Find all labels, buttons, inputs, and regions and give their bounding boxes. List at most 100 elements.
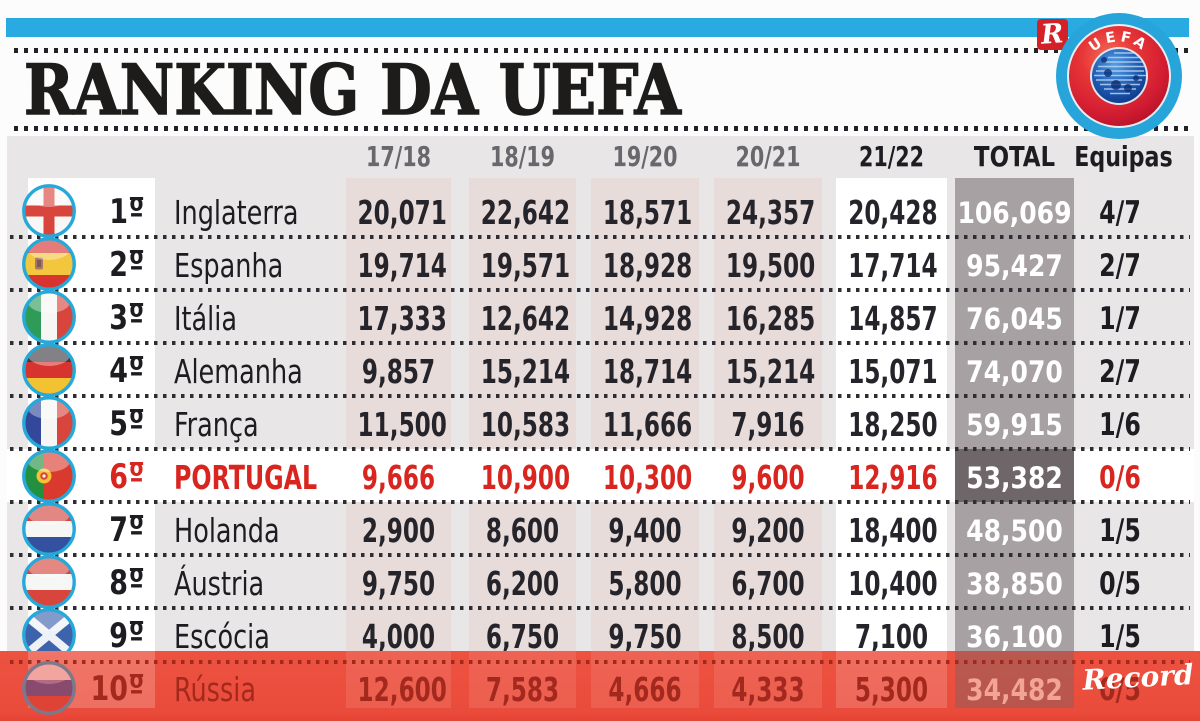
total-column-strip — [955, 178, 1074, 708]
table-row: 7º Holanda 2,900 8,600 9,400 9,200 18,40… — [0, 502, 1200, 556]
rank-cell: 10º — [90, 669, 144, 709]
equipas-cell: 1/7 — [1099, 301, 1141, 337]
portugal-total-cell — [955, 449, 1074, 502]
total-cell: 48,500 — [966, 514, 1063, 548]
equipas-cell: 1/5 — [1099, 513, 1141, 549]
season-value-cell: 16,285 — [725, 299, 816, 338]
season-value-cell: 11,500 — [357, 405, 447, 444]
country-flag-icon — [22, 290, 76, 344]
rank-cell: 2º — [109, 245, 144, 285]
season-value-cell: 19,571 — [480, 246, 571, 285]
table-row: 6º PORTUGAL 9,666 10,900 10,300 9,600 12… — [0, 449, 1200, 503]
row-separator — [10, 499, 1190, 504]
page-title: RANKING DA UEFA — [23, 50, 681, 131]
top-accent-bar — [6, 18, 1189, 37]
country-flag-icon — [22, 343, 76, 397]
season-value-cell: 9,750 — [361, 564, 436, 603]
season-value-cell: 9,666 — [361, 458, 436, 497]
season-value-cell: 12,642 — [480, 299, 571, 338]
season-value-cell: 8,500 — [731, 617, 805, 656]
season-value-cell: 9,400 — [608, 511, 682, 550]
row-separator — [10, 287, 1190, 292]
total-cell: 53,382 — [966, 461, 1063, 495]
uefa-logo: UEFA — [1056, 13, 1182, 139]
rank-cell: 5º — [109, 404, 144, 444]
england-flag-icon — [22, 184, 76, 238]
season-value-cell: 15,071 — [848, 352, 938, 391]
table-row: 8º Áustria 9,750 6,200 5,800 6,700 10,40… — [0, 555, 1200, 609]
total-cell: 59,915 — [966, 408, 1063, 442]
season-value-cell: 4,333 — [731, 670, 805, 709]
season-value-cell: 7,100 — [854, 617, 929, 656]
table-row: 2º Espanha 19,714 19,571 18,928 19,500 1… — [0, 237, 1200, 291]
season-value-cell: 14,928 — [602, 299, 693, 338]
season-value-cell: 6,700 — [731, 564, 805, 603]
row-separator — [10, 340, 1190, 345]
table-row: 5º França 11,500 10,583 11,666 7,916 18,… — [0, 396, 1200, 450]
country-cell: Escócia — [174, 617, 270, 656]
country-cell: Rússia — [174, 670, 256, 709]
rank-cell: 3º — [109, 298, 144, 338]
season-value-cell: 15,214 — [480, 352, 571, 391]
germany-flag-icon — [22, 343, 76, 397]
total-cell: 74,070 — [966, 355, 1063, 389]
table-row: 10º Rússia 12,600 7,583 4,666 4,333 5,30… — [0, 661, 1200, 715]
season-value-cell: 18,714 — [602, 352, 693, 391]
column-header-total: TOTAL — [973, 140, 1056, 173]
row-separator — [10, 234, 1190, 239]
equipas-cell: 4/7 — [1099, 195, 1141, 231]
record-logo-script-text: Record — [1081, 658, 1194, 697]
equipas-cell: 1/6 — [1099, 407, 1141, 443]
season-value-cell: 9,857 — [361, 352, 436, 391]
equipas-cell: 0/5 — [1099, 672, 1141, 708]
equipas-cell: 0/5 — [1099, 566, 1141, 602]
current-season-column-strip — [836, 178, 947, 708]
equipas-cell: 1/5 — [1099, 619, 1141, 655]
season-value-cell: 19,714 — [357, 246, 447, 285]
total-cell: 34,482 — [966, 673, 1063, 707]
season-value-cell: 22,642 — [480, 193, 571, 232]
season-value-cell: 10,400 — [848, 564, 938, 603]
country-flag-icon — [22, 184, 76, 238]
season-value-cell: 6,200 — [485, 564, 560, 603]
country-flag-icon — [22, 449, 76, 503]
total-cell: 36,100 — [966, 620, 1063, 654]
table-row: 1º Inglaterra 20,071 22,642 18,571 24,35… — [0, 184, 1200, 238]
season-value-cell: 4,666 — [608, 670, 682, 709]
country-cell: Holanda — [174, 511, 280, 550]
table-row: 3º Itália 17,333 12,642 14,928 16,285 14… — [0, 290, 1200, 344]
record-logo-script: Record — [1081, 658, 1194, 697]
season-value-cell: 9,200 — [731, 511, 805, 550]
season-value-cell: 9,750 — [608, 617, 682, 656]
country-cell: França — [174, 405, 259, 444]
country-flag-icon — [22, 237, 76, 291]
portugal-flag-icon — [22, 449, 76, 503]
dotted-rule-top — [14, 48, 1190, 53]
spain-flag-icon — [22, 237, 76, 291]
season-value-cell: 10,900 — [480, 458, 571, 497]
row-separator — [10, 446, 1190, 451]
season-value-cell: 5,300 — [854, 670, 929, 709]
season-value-cell: 18,571 — [602, 193, 693, 232]
equipas-cell: 0/6 — [1099, 460, 1141, 496]
record-logo-mark: R — [1037, 18, 1068, 51]
band-row-separator — [10, 660, 1190, 664]
season-value-cell: 24,357 — [725, 193, 816, 232]
table-row: 4º Alemanha 9,857 15,214 18,714 15,214 1… — [0, 343, 1200, 397]
table-row: 9º Escócia 4,000 6,750 9,750 8,500 7,100… — [0, 608, 1200, 662]
total-cell: 76,045 — [966, 302, 1063, 336]
total-cell: 106,069 — [957, 196, 1072, 230]
austria-flag-icon — [22, 555, 76, 609]
column-header-season: 21/22 — [858, 140, 925, 173]
column-header-season: 17/18 — [365, 140, 432, 173]
column-header-season: 19/20 — [612, 140, 678, 173]
dotted-rule-under-title — [14, 126, 1190, 131]
season-value-cell: 14,857 — [848, 299, 938, 338]
bottom-red-band — [0, 651, 1200, 721]
season-value-cell: 12,600 — [357, 670, 447, 709]
equipas-cell: 2/7 — [1099, 248, 1141, 284]
column-header-season: 18/19 — [489, 140, 556, 173]
season-value-cell: 18,928 — [602, 246, 693, 285]
season-column-strip — [469, 178, 576, 708]
